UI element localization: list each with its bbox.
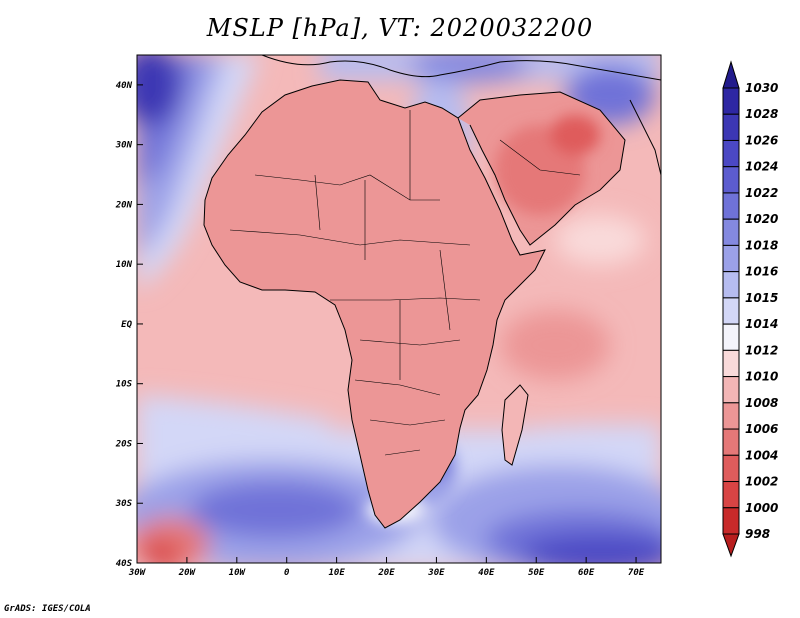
southern-high-belt bbox=[137, 395, 661, 563]
grads-credit: GrADS: IGES/COLA bbox=[4, 604, 91, 614]
indian-ocean-low bbox=[500, 215, 645, 380]
colorbar-swatch bbox=[722, 271, 740, 299]
colorbar-swatch bbox=[722, 192, 740, 220]
colorbar-level-label: 1002 bbox=[745, 475, 778, 489]
lon-tick-label: 50E bbox=[528, 568, 545, 578]
colorbar-level-label: 1030 bbox=[745, 81, 778, 95]
colorbar-swatch bbox=[722, 323, 740, 351]
colorbar-swatch bbox=[722, 428, 740, 456]
colorbar-level-label: 1016 bbox=[745, 265, 778, 279]
colorbar-level-label: 1024 bbox=[745, 160, 778, 174]
colorbar-level-label: 1015 bbox=[745, 291, 778, 305]
lon-tick-label: 20E bbox=[377, 568, 395, 578]
lon-tick-label: 10E bbox=[328, 568, 345, 578]
colorbar-swatch bbox=[722, 139, 740, 168]
pressure-field bbox=[137, 55, 661, 563]
colorbar-level-label: 1026 bbox=[745, 133, 778, 147]
lat-tick-label: EQ bbox=[121, 320, 132, 330]
colorbar-swatch bbox=[722, 297, 740, 325]
colorbar-swatch bbox=[722, 218, 740, 246]
colorbar-swatch bbox=[722, 402, 740, 430]
colorbar-level-label: 1006 bbox=[745, 422, 778, 436]
colorbar-top-arrow bbox=[722, 60, 740, 89]
lon-tick-label: 60E bbox=[578, 568, 595, 578]
colorbar-swatch bbox=[722, 349, 740, 378]
lon-tick-label: 70E bbox=[628, 568, 645, 578]
lat-tick-label: 10N bbox=[116, 260, 133, 270]
azores-high bbox=[137, 55, 260, 290]
colorbar-level-label: 1028 bbox=[745, 107, 778, 121]
colorbar-level-label: 1012 bbox=[745, 343, 778, 357]
lon-tick-label: 30W bbox=[128, 568, 147, 578]
colorbar-swatch bbox=[722, 376, 740, 404]
colorbar-level-label: 1018 bbox=[745, 238, 778, 252]
colorbar-level-label: 1022 bbox=[745, 186, 778, 200]
lat-tick-label: 10S bbox=[116, 380, 133, 390]
coastlines bbox=[203, 55, 661, 529]
lon-tick-label: 0 bbox=[284, 568, 290, 578]
colorbar-level-label: 1014 bbox=[745, 317, 778, 331]
lon-tick-label: 10W bbox=[229, 568, 247, 578]
colorbar-swatch bbox=[722, 454, 740, 483]
colorbar-level-label: 1020 bbox=[745, 212, 778, 226]
map-title: MSLP [hPa], VT: 2020032200 bbox=[206, 14, 594, 42]
colorbar-level-label: 1008 bbox=[745, 396, 778, 410]
colorbar-level-label: 998 bbox=[745, 527, 770, 541]
madagascar-land bbox=[502, 385, 528, 465]
colorbar-level-label: 1000 bbox=[745, 501, 778, 515]
lon-tick-label: 30E bbox=[427, 568, 445, 578]
plot-frame bbox=[136, 54, 662, 564]
colorbar-swatch bbox=[722, 87, 740, 115]
colorbar-swatch bbox=[722, 507, 740, 535]
lat-tick-label: 20N bbox=[115, 200, 133, 210]
colorbar-swatch bbox=[722, 113, 740, 141]
colorbar-level-label: 1010 bbox=[745, 370, 778, 384]
colorbar-swatch bbox=[722, 481, 740, 509]
colorbar-swatch bbox=[722, 244, 740, 273]
lat-tick-label: 40N bbox=[116, 81, 133, 91]
colorbar-swatch bbox=[722, 166, 740, 194]
lon-tick-label: 20W bbox=[178, 568, 197, 578]
lon-tick-label: 40E bbox=[478, 568, 495, 578]
lat-tick-label: 30S bbox=[115, 499, 133, 509]
country-borders bbox=[229, 110, 581, 456]
lat-tick-label: 20S bbox=[115, 439, 133, 449]
colorbar-level-label: 1004 bbox=[745, 448, 778, 462]
lat-tick-label: 40S bbox=[116, 559, 133, 569]
colorbar: 1030 1028 1026 1024 1022 1020 1018 1016 1015 1014… bbox=[722, 60, 778, 558]
colorbar-bottom-arrow bbox=[722, 533, 740, 558]
lat-tick-label: 30N bbox=[115, 141, 133, 151]
